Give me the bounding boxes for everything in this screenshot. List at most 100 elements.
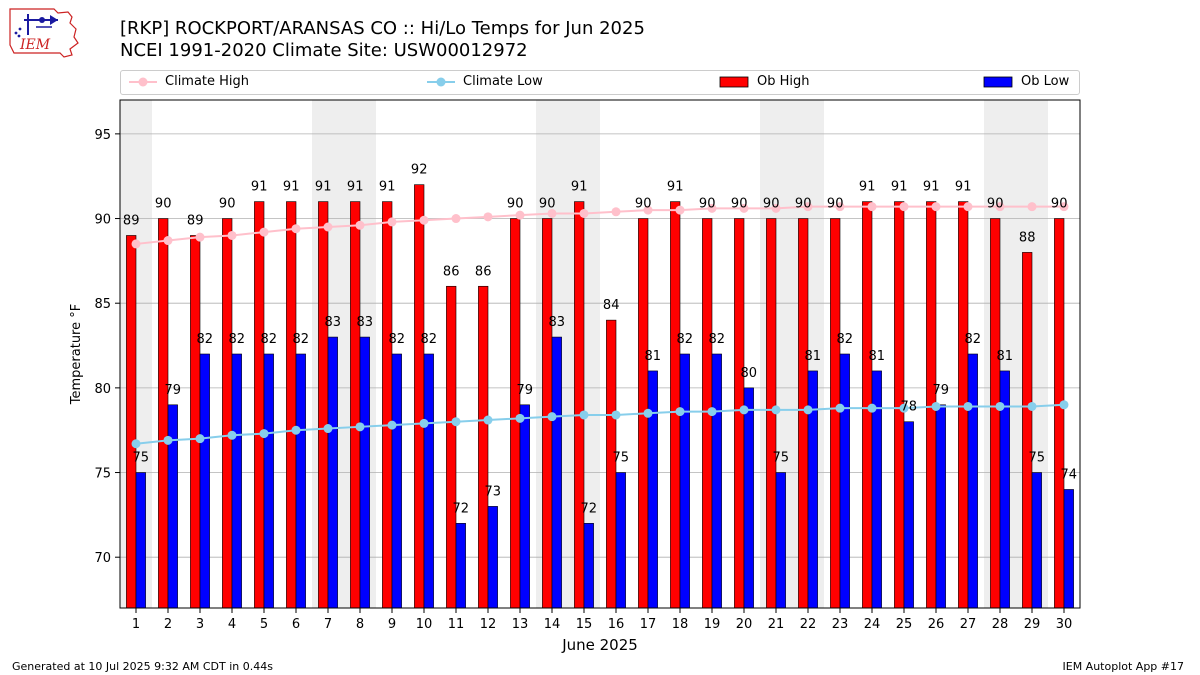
climate-low-point <box>131 439 141 449</box>
climate-low-point <box>707 407 717 417</box>
y-axis-label: Temperature °F <box>69 304 84 405</box>
climate-low-point <box>483 415 493 425</box>
ob-low-value-label: 82 <box>709 332 726 347</box>
legend-label-climate-high: Climate High <box>165 74 250 89</box>
ob-low-value-label: 75 <box>613 451 630 466</box>
ob-low-value-label: 78 <box>901 400 918 415</box>
x-tick-label: 1 <box>132 617 140 632</box>
climate-high-point <box>515 210 525 220</box>
ob-low-bar <box>711 353 722 609</box>
ob-low-bar <box>327 336 338 609</box>
legend-item-ob-high: Ob High <box>719 74 810 90</box>
ob-low-value-label: 81 <box>645 349 662 364</box>
ob-low-value-label: 72 <box>453 501 470 516</box>
y-tick-label: 70 <box>94 551 111 566</box>
climate-low-point <box>995 401 1005 411</box>
ob-low-bar <box>903 421 914 609</box>
climate-high-point <box>995 202 1005 212</box>
climate-high-point <box>739 203 749 213</box>
x-tick-label: 2 <box>164 617 172 632</box>
climate-high-point <box>163 236 173 246</box>
ob-low-value-label: 73 <box>485 484 502 499</box>
x-tick-label: 12 <box>480 617 497 632</box>
climate-high-point <box>419 215 429 225</box>
legend-item-ob-low: Ob Low <box>983 74 1069 90</box>
iem-logo: IEM <box>9 8 79 58</box>
climate-high-point <box>899 202 909 212</box>
ob-low-value-label: 82 <box>677 332 694 347</box>
ob-high-value-label: 91 <box>347 180 364 195</box>
ob-high-value-label: 91 <box>251 180 268 195</box>
ob-low-value-label: 82 <box>229 332 246 347</box>
x-tick-label: 17 <box>640 617 657 632</box>
ob-high-value-label: 88 <box>1019 230 1036 245</box>
climate-low-point <box>579 410 589 420</box>
climate-high-point <box>963 202 973 212</box>
legend-item-climate-high: Climate High <box>127 74 249 90</box>
x-tick-label: 8 <box>356 617 364 632</box>
climate-high-point <box>131 239 141 249</box>
ob-high-value-label: 90 <box>699 197 716 212</box>
climate-low-point <box>1027 401 1037 411</box>
x-tick-label: 15 <box>576 617 593 632</box>
ob-high-value-label: 91 <box>891 180 908 195</box>
climate-high-point <box>643 205 653 215</box>
x-tick-label: 19 <box>704 617 721 632</box>
climate-low-point <box>1059 400 1069 410</box>
climate-high-point <box>1059 202 1069 212</box>
x-axis-label: June 2025 <box>561 636 638 654</box>
plot-frame <box>119 99 1081 609</box>
climate-low-point <box>259 429 269 439</box>
ob-low-bar <box>743 387 754 609</box>
ob-high-bar <box>670 201 681 609</box>
ob-high-bar <box>158 218 169 609</box>
x-tick-label: 25 <box>896 617 913 632</box>
ob-low-value-label: 82 <box>389 332 406 347</box>
chart-title: [RKP] ROCKPORT/ARANSAS CO :: Hi/Lo Temps… <box>120 18 645 39</box>
ob-low-value-label: 80 <box>741 366 758 381</box>
y-tick-label: 80 <box>94 382 111 397</box>
climate-low-point <box>195 434 205 444</box>
y-tick-label: 85 <box>94 297 111 312</box>
ob-low-bar <box>967 353 978 609</box>
climate-low-point <box>163 435 173 445</box>
ob-high-value-label: 90 <box>987 197 1004 212</box>
ob-low-bar <box>775 472 786 609</box>
x-tick-label: 6 <box>292 617 300 632</box>
ob-high-value-label: 91 <box>923 180 940 195</box>
ob-high-bar <box>382 201 393 609</box>
climate-low-point <box>899 403 909 413</box>
climate-high-point <box>611 207 621 217</box>
x-tick-label: 3 <box>196 617 204 632</box>
ob-low-bar <box>679 353 690 609</box>
ob-low-bar <box>231 353 242 609</box>
legend-label-ob-high: Ob High <box>757 74 810 89</box>
ob-high-value-label: 90 <box>155 197 172 212</box>
ob-low-bar <box>647 370 658 609</box>
ob-high-value-label: 91 <box>283 180 300 195</box>
ob-low-value-label: 82 <box>965 332 982 347</box>
ob-low-value-label: 79 <box>165 383 182 398</box>
climate-lines <box>131 202 1069 449</box>
ob-low-value-label: 83 <box>549 315 566 330</box>
ob-low-bar <box>423 353 434 609</box>
ob-low-value-label: 82 <box>261 332 278 347</box>
climate-high-point <box>771 203 781 213</box>
legend-label-ob-low: Ob Low <box>1021 74 1070 89</box>
ob-high-bar <box>510 218 521 609</box>
climate-low-point <box>419 418 429 428</box>
ob-low-value-label: 82 <box>837 332 854 347</box>
y-gridlines <box>120 133 1080 558</box>
ob-high-bar <box>126 235 137 609</box>
x-tick-label: 20 <box>736 617 753 632</box>
ob-high-value-label: 91 <box>571 180 588 195</box>
ob-low-bar <box>615 472 626 609</box>
climate-high-point <box>483 212 493 222</box>
ob-low-bar <box>487 506 498 609</box>
ob-low-value-label: 75 <box>1029 451 1046 466</box>
climate-low-point <box>643 408 653 418</box>
x-tick-label: 23 <box>832 617 849 632</box>
x-tick-label: 27 <box>960 617 977 632</box>
x-tick-label: 5 <box>260 617 268 632</box>
ob-low-value-label: 81 <box>805 349 822 364</box>
